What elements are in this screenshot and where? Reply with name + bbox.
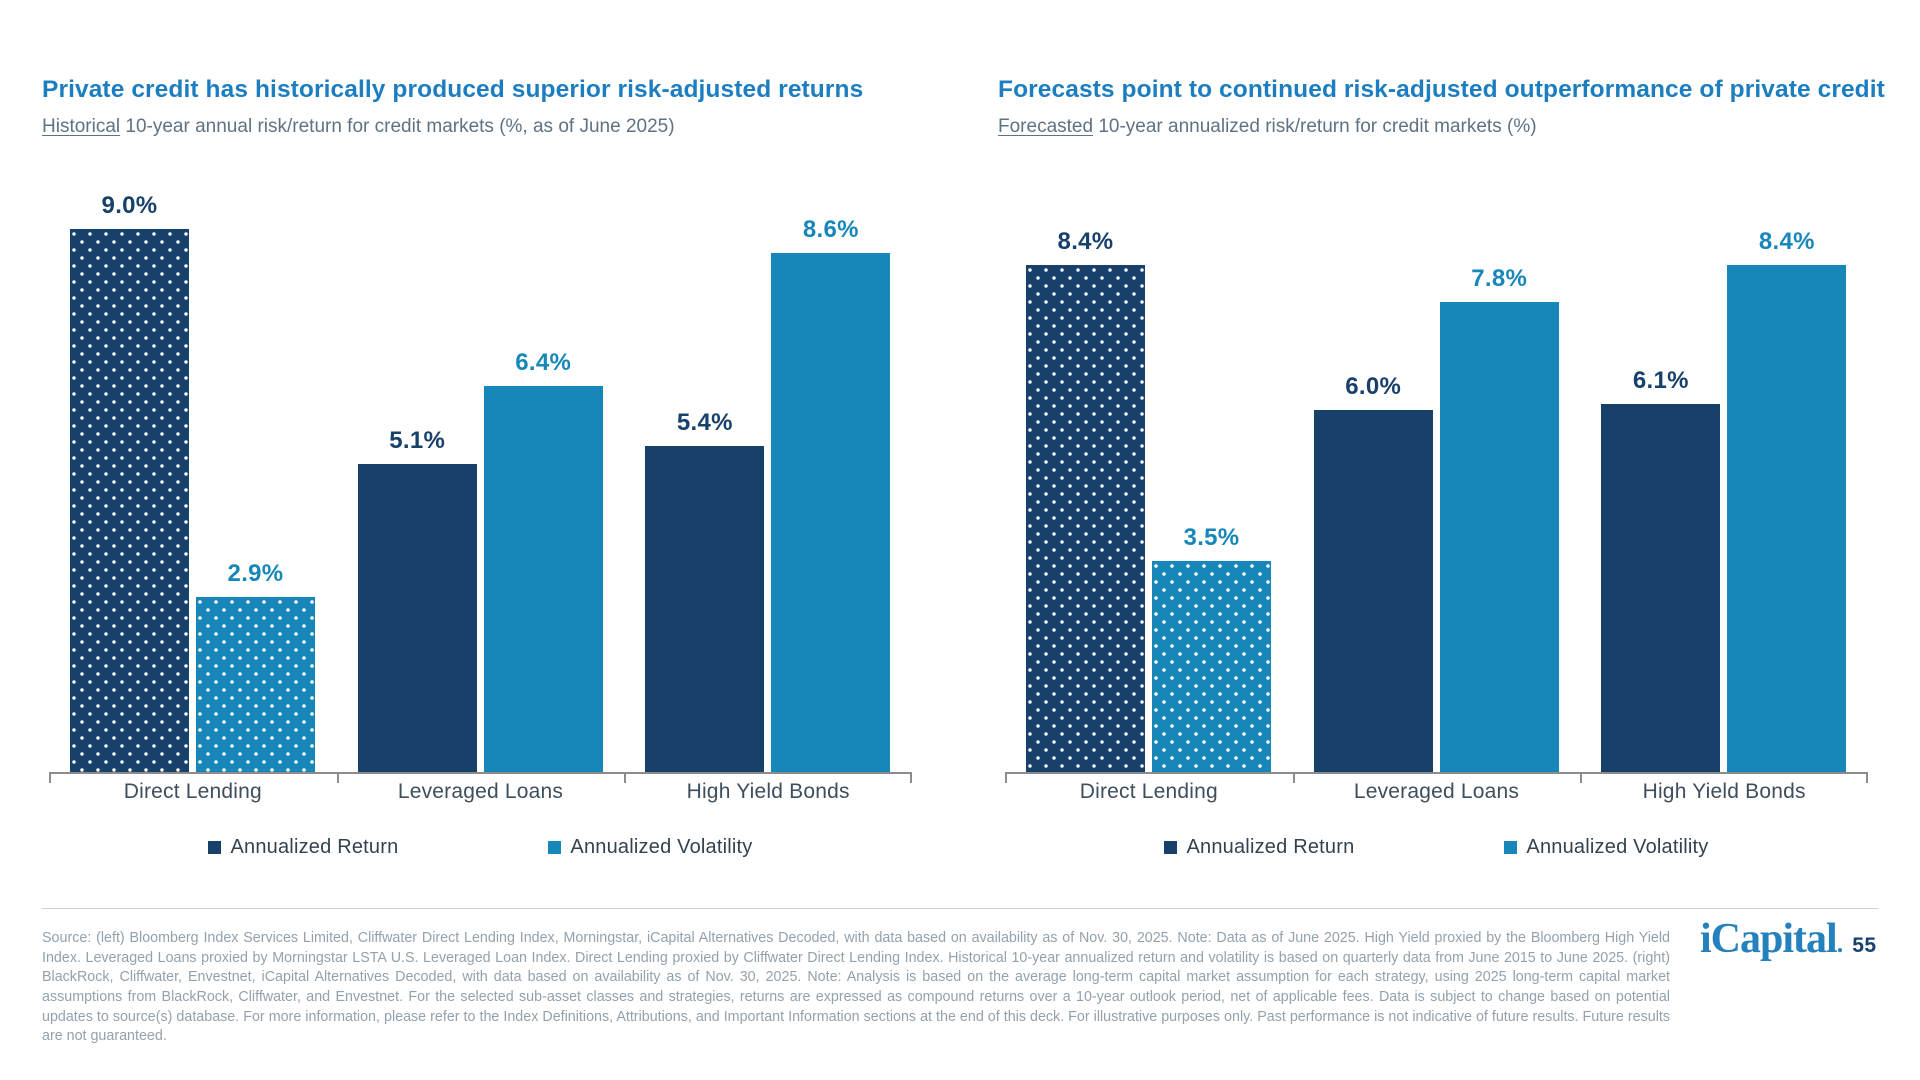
page-number: 55 — [1852, 934, 1877, 957]
category-label-high-yield-bonds: High Yield Bonds — [686, 780, 850, 803]
bar-value-label: 8.6% — [802, 216, 859, 244]
legend-item-annualized-return: Annualized Return — [1164, 836, 1354, 859]
bar-leveraged-loans-annualized-volatility — [1439, 301, 1559, 772]
bar-value-label: 6.0% — [1345, 373, 1402, 401]
axis-tick — [1866, 774, 1868, 783]
left-chart-category-axis: Direct Lending Leveraged Loans High Yield … — [49, 780, 912, 808]
right-chart-legend: Annualized Return Annualized Volatility — [1005, 836, 1868, 859]
right-chart-category-axis: Direct Lending Leveraged Loans High Yield … — [1005, 780, 1868, 808]
bar-value-label: 6.4% — [515, 349, 572, 377]
footer-divider — [42, 908, 1878, 909]
bar-direct-lending-annualized-volatility — [1152, 560, 1271, 772]
left-chart-legend: Annualized Return Annualized Volatility — [49, 836, 912, 859]
return-swatch-icon — [1164, 841, 1178, 854]
category-label-leveraged-loans: Leveraged Loans — [1353, 780, 1520, 803]
bar-direct-lending-annualized-return — [70, 229, 189, 772]
axis-tick — [1292, 774, 1295, 783]
source-disclaimer-text: Source: (left) Bloomberg Index Services … — [42, 930, 1670, 1045]
left-subtitle-lead: Historical — [42, 116, 121, 137]
icapital-logo-text: iCapital — [1700, 916, 1838, 962]
bar-value-label: 8.4% — [1758, 228, 1815, 256]
bar-leveraged-loans-annualized-return — [1313, 410, 1433, 772]
icapital-logo-period: . — [1836, 929, 1844, 958]
bar-value-label: 9.0% — [101, 192, 158, 220]
bar-leveraged-loans-annualized-volatility — [483, 386, 603, 772]
bar-value-label: 2.9% — [227, 560, 284, 588]
bar-direct-lending-annualized-return — [1026, 265, 1145, 772]
bar-leveraged-loans-annualized-return — [357, 464, 477, 772]
bar-high-yield-bonds-annualized-return — [1601, 404, 1721, 772]
legend-label: Annualized Return — [230, 836, 399, 858]
legend-item-annualized-volatility: Annualized Volatility — [548, 836, 752, 859]
legend-item-annualized-volatility: Annualized Volatility — [1504, 836, 1708, 859]
right-chart-plot-area: 8.4% 3.5% 6.0% 7.8% 6.1% 8.4% — [1005, 169, 1868, 783]
left-chart-title: Private credit has historically produced… — [42, 76, 864, 103]
axis-tick — [1005, 774, 1007, 783]
icapital-logo: iCapital. 55 — [1700, 918, 1877, 960]
right-chart-title: Forecasts point to continued risk-adjust… — [998, 76, 1885, 103]
bar-value-label: 8.4% — [1057, 228, 1114, 256]
left-subtitle-rest: 10-year annual risk/return for credit ma… — [120, 116, 675, 137]
legend-label: Annualized Return — [1186, 836, 1355, 858]
category-label-direct-lending: Direct Lending — [123, 780, 262, 803]
bar-value-label: 5.1% — [389, 427, 446, 455]
left-chart-subtitle: Historical 10-year annual risk/return fo… — [42, 116, 675, 138]
axis-tick — [49, 774, 51, 783]
bar-value-label: 5.4% — [676, 409, 733, 437]
return-swatch-icon — [208, 841, 222, 854]
bar-value-label: 3.5% — [1183, 523, 1240, 551]
axis-tick — [336, 774, 339, 783]
legend-label: Annualized Volatility — [570, 836, 753, 858]
bar-high-yield-bonds-annualized-volatility — [1727, 265, 1847, 772]
bar-high-yield-bonds-annualized-volatility — [771, 253, 891, 772]
legend-label: Annualized Volatility — [1526, 836, 1709, 858]
right-subtitle-rest: 10-year annualized risk/return for credi… — [1093, 116, 1537, 137]
category-label-direct-lending: Direct Lending — [1079, 780, 1218, 803]
bar-value-label: 7.8% — [1471, 264, 1528, 292]
category-label-high-yield-bonds: High Yield Bonds — [1642, 780, 1806, 803]
legend-item-annualized-return: Annualized Return — [208, 836, 398, 859]
volatility-swatch-icon — [548, 841, 562, 854]
bar-high-yield-bonds-annualized-return — [645, 446, 765, 772]
volatility-swatch-icon — [1504, 841, 1518, 854]
axis-tick — [910, 774, 912, 783]
category-label-leveraged-loans: Leveraged Loans — [397, 780, 564, 803]
right-subtitle-lead: Forecasted — [998, 116, 1094, 137]
axis-tick — [1580, 774, 1583, 783]
left-chart-plot-area: 9.0% 2.9% 5.1% 6.4% 5.4% 8.6% — [49, 169, 912, 783]
bar-direct-lending-annualized-volatility — [196, 597, 315, 772]
bar-value-label: 6.1% — [1632, 367, 1689, 395]
axis-tick — [624, 774, 627, 783]
right-chart-subtitle: Forecasted 10-year annualized risk/retur… — [998, 116, 1537, 138]
